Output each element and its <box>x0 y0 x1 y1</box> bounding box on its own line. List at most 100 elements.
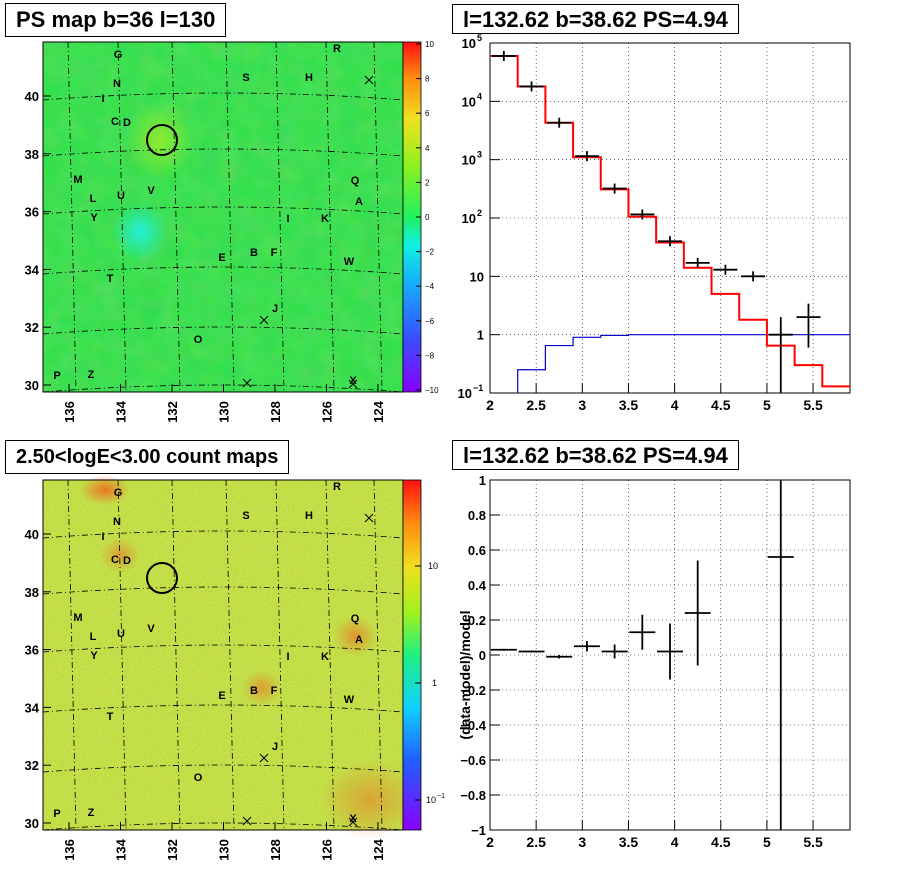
ps-cbar-label-5: 0 <box>425 213 430 222</box>
count-colorbar <box>402 479 422 831</box>
cnt-source-6: C <box>111 554 119 566</box>
ps-cross-1 <box>259 315 269 325</box>
residual-ticks: 2 2.5 3 3.5 4 4.5 5 5.5 1 0.8 0.6 0.4 0.2 0 −0.2 −0.4 −0… <box>460 473 823 850</box>
residual-data-points <box>490 480 794 830</box>
cnt-source-17: E <box>218 690 225 702</box>
ps-source-7: D <box>123 117 131 129</box>
count-map-hot-a <box>333 616 377 656</box>
ps-ytick-label-0: 30 <box>25 378 39 393</box>
spec-ylabel-1: 1 <box>477 328 484 343</box>
res-ytick-label-2: 0.6 <box>468 543 486 558</box>
ps-xtick-label-4: 128 <box>268 401 283 423</box>
cnt-source-21: T <box>107 711 114 723</box>
ps-colorbar-ticks: 10 8 6 4 2 0 −2 −4 −6 −8 −10 <box>416 40 439 395</box>
res-ytick-label-7: −0.4 <box>460 718 486 733</box>
ps-source-17: E <box>218 252 225 264</box>
res-xtick-label-4: 4 <box>671 834 679 850</box>
res-xtick-label-5: 4.5 <box>711 834 731 850</box>
ps-source-25: Z <box>88 369 95 381</box>
cnt-source-15: I <box>286 651 289 663</box>
cnt-meridian-0 <box>67 479 77 831</box>
cnt-source-x: X <box>349 813 357 825</box>
cnt-meridian-1 <box>117 479 127 831</box>
cnt-source-11: L <box>90 631 97 643</box>
spec-ylabel-base-5: 10 <box>462 36 476 51</box>
res-xtick-label-6: 5 <box>763 834 771 850</box>
ps-ytick-label-5: 40 <box>25 89 39 104</box>
res-ytick-label-0: 1 <box>479 473 486 488</box>
ps-source-1: R <box>333 43 341 55</box>
cnt-meridian-3 <box>225 479 235 831</box>
cnt-parallel-2 <box>42 644 404 653</box>
ps-source-13: A <box>355 196 363 208</box>
ps-cross-0 <box>364 75 374 85</box>
ps-source-5: I <box>101 93 104 105</box>
ps-xtick-label-0: 136 <box>62 401 77 423</box>
ps-parallel-2 <box>42 206 404 215</box>
cnt-meridian-2 <box>171 479 181 831</box>
ps-map-yellow-region <box>125 100 195 180</box>
ps-map-panel: 10 8 6 4 2 0 −2 −4 −6 −8 −10 136 134 132 130 128 126 124… <box>25 40 440 423</box>
count-map-title: 2.50<logE<3.00 count maps <box>5 440 290 474</box>
ps-source-11: L <box>90 193 97 205</box>
res-ytick-label-5: 0 <box>479 648 486 663</box>
count-map-target-circle <box>146 562 178 594</box>
ps-source-0: G <box>114 49 123 61</box>
cnt-parallel-1 <box>42 586 404 595</box>
ps-parallel-4 <box>42 326 404 335</box>
ps-source-20: W <box>344 256 355 268</box>
res-xtick-label-1: 2.5 <box>526 834 546 850</box>
ps-cbar-label-2: 6 <box>425 109 430 118</box>
ps-meridian-1 <box>117 41 127 393</box>
ps-map-cyan-region <box>112 202 168 262</box>
cnt-parallel-3 <box>42 704 404 713</box>
cnt-source-5: I <box>101 531 104 543</box>
residual-panel: 2 2.5 3 3.5 4 4.5 5 5.5 1 0.8 0.6 0.4 0.2 0 −0.2 −0.4 −0… <box>457 473 851 850</box>
res-xtick-label-0: 2 <box>486 834 494 850</box>
count-map-hot-cd <box>100 537 140 573</box>
res-ytick-label-8: −0.6 <box>460 753 486 768</box>
res-ytick-label-1: 0.8 <box>468 508 486 523</box>
spec-ylabel-base-m1: 10 <box>458 386 472 401</box>
cnt-source-10: V <box>147 623 155 635</box>
spec-xtick-label-1: 2.5 <box>526 397 546 413</box>
count-map-y-ticks: 30 32 34 36 38 40 <box>25 527 51 831</box>
cnt-xtick-label-6: 124 <box>371 838 386 860</box>
ps-source-15: I <box>286 213 289 225</box>
ps-map-texture <box>43 42 403 392</box>
cnt-xtick-label-2: 132 <box>165 839 180 861</box>
cnt-cross-2 <box>242 816 252 826</box>
cnt-source-1: R <box>333 481 341 493</box>
cnt-cbar-label-1: 1 <box>432 678 437 688</box>
cnt-cbar-label-0p1: 10 <box>426 795 436 805</box>
spec-ylabel-exp-5: 5 <box>477 33 482 43</box>
ps-source-24: P <box>53 370 60 382</box>
spec-xtick-label-5: 4.5 <box>711 397 731 413</box>
ps-xtick-label-1: 134 <box>114 400 129 422</box>
spec-ylabel-exp-4: 4 <box>477 91 482 101</box>
cnt-parallel-0 <box>42 530 404 539</box>
cnt-meridian-4 <box>275 479 285 831</box>
cnt-xtick-label-5: 126 <box>320 839 335 861</box>
res-xtick-label-2: 3 <box>578 834 586 850</box>
ps-source-23: O <box>194 334 203 346</box>
ps-ytick-label-4: 38 <box>25 147 39 162</box>
cnt-parallel-5 <box>42 822 404 831</box>
cnt-source-18: B <box>250 685 258 697</box>
res-ytick-label-6: −0.2 <box>460 683 486 698</box>
ps-cbar-label-6: −2 <box>425 248 435 257</box>
cnt-source-12: U <box>117 628 125 640</box>
cnt-source-22: J <box>272 741 278 753</box>
ps-cbar-label-10: −10 <box>425 386 439 395</box>
ps-source-2: N <box>113 78 121 90</box>
ps-xtick-label-5: 126 <box>320 401 335 423</box>
ps-cbar-label-3: 4 <box>425 144 430 153</box>
ps-source-4: H <box>305 72 313 84</box>
ps-meridian-2 <box>171 41 181 393</box>
ps-source-18: B <box>250 247 258 259</box>
